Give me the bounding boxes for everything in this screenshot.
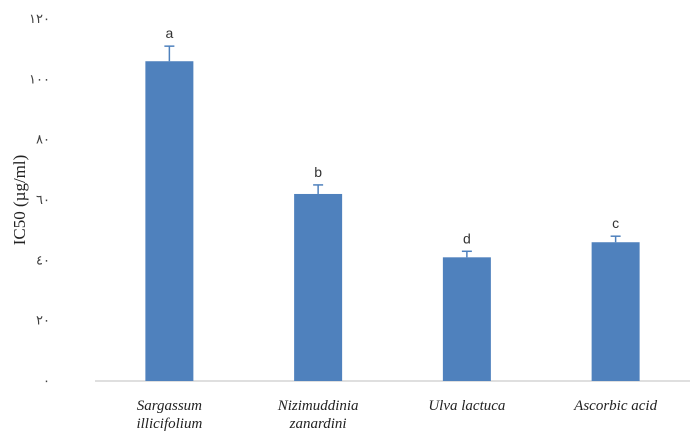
bar	[442, 257, 491, 381]
bars: a b d c	[145, 25, 640, 381]
x-tick-label: Nizimuddinia	[277, 398, 359, 414]
bar	[294, 193, 343, 381]
x-tick-label: Ascorbic acid	[573, 398, 657, 414]
y-tick-label: ٦٠	[36, 193, 50, 208]
x-tick-label: zanardini	[289, 416, 347, 432]
significance-label: d	[463, 230, 471, 246]
significance-label: c	[612, 215, 619, 231]
x-tick-label: Ulva lactuca	[428, 398, 505, 414]
y-tick-label: ٨٠	[36, 133, 50, 148]
y-tick-label: ٠	[43, 374, 50, 389]
y-tick-label: ١٠٠	[29, 72, 50, 87]
significance-label: b	[314, 164, 322, 180]
y-axis-ticks: ٠ ٢٠ ٤٠ ٦٠ ٨٠ ١٠٠ ١٢٠	[29, 12, 50, 389]
x-tick-label: illicifolium	[136, 416, 202, 432]
bar	[145, 61, 194, 381]
category-labels: Sargassum illicifolium Nizimuddinia zanardi…	[136, 398, 657, 432]
y-axis-label: IC50 (µg/ml)	[10, 155, 29, 246]
y-tick-label: ٢٠	[36, 314, 50, 329]
y-tick-label: ١٢٠	[29, 12, 50, 27]
y-tick-label: ٤٠	[36, 253, 50, 268]
bar	[591, 242, 640, 381]
significance-label: a	[165, 25, 173, 41]
x-tick-label: Sargassum	[137, 398, 202, 414]
